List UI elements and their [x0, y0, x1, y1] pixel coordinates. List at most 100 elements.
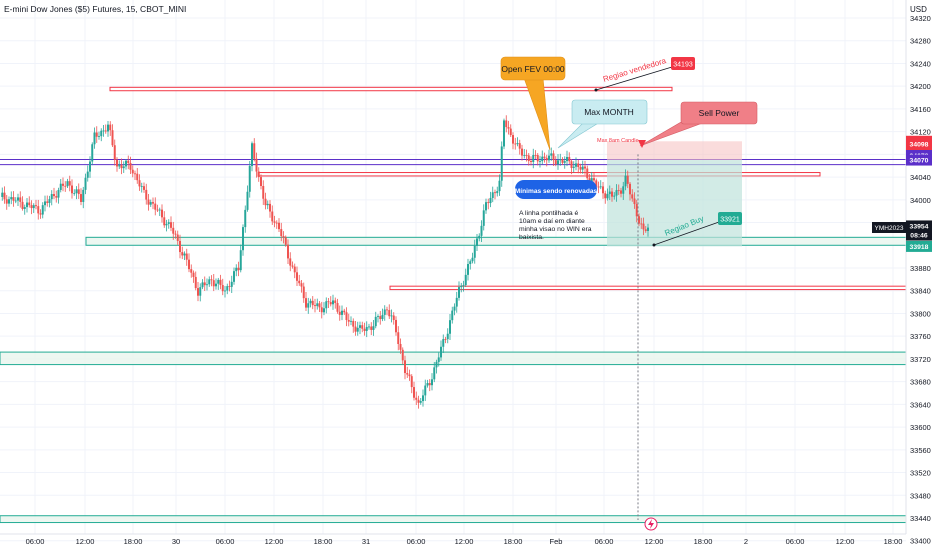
candlestick-series: [1, 115, 649, 409]
candle-body: [449, 320, 451, 334]
x-tick-label: Feb: [550, 537, 563, 546]
candle-body: [642, 223, 645, 230]
candle-body: [59, 183, 62, 190]
candle-body: [478, 235, 481, 239]
candle-body: [588, 178, 591, 182]
svg-text:YMH2023: YMH2023: [875, 225, 904, 232]
candle-body: [282, 236, 285, 238]
candle-body: [428, 383, 431, 386]
x-tick-label: 12:00: [645, 537, 664, 546]
candle-body: [372, 326, 375, 330]
candle-body: [26, 202, 28, 208]
candle-body: [289, 258, 292, 266]
candle-body: [442, 339, 445, 347]
candle-body: [107, 124, 109, 132]
level-zone: [0, 351, 907, 366]
y-tick-label: 34040: [910, 173, 931, 182]
price-badge: [906, 240, 932, 252]
candle-body: [10, 197, 13, 200]
candle-body: [399, 343, 402, 350]
candle-body: [590, 178, 593, 182]
candle-body: [514, 143, 517, 145]
candle-body: [491, 192, 494, 198]
candle-body: [192, 272, 195, 277]
candle-body: [473, 245, 476, 258]
level-zone: [109, 86, 673, 92]
candle-body: [28, 202, 31, 206]
candle-body: [104, 130, 107, 132]
candle-body: [532, 155, 535, 163]
candle-body: [361, 325, 364, 329]
candle-body: [543, 156, 546, 158]
max-month-callout: Max MONTH: [557, 99, 648, 149]
regiao-buy-price: 33921: [720, 217, 740, 224]
price-badge: [906, 138, 932, 150]
time-axis[interactable]: 06:00 12:00 18:00 30 06:00 12:00 18:00 31 06:00 1…: [0, 533, 906, 546]
price-badge-label: 33954: [910, 224, 929, 231]
candle-body: [165, 223, 168, 226]
candle-body: [208, 279, 211, 285]
candle-body: [172, 227, 175, 234]
candle-body: [440, 346, 442, 358]
candle-body: [377, 316, 379, 317]
candle-body: [75, 189, 78, 194]
candle-body: [203, 282, 206, 286]
candle-body: [179, 240, 181, 253]
y-tick-label: 33400: [910, 537, 931, 546]
candle-body: [145, 189, 148, 200]
candle-body: [235, 267, 238, 272]
candle-body: [615, 190, 618, 196]
candle-body: [437, 357, 440, 362]
candle-body: [550, 153, 553, 156]
candle-body: [485, 202, 487, 211]
y-tick-label: 34240: [910, 59, 931, 68]
candle-body: [86, 171, 89, 178]
candle-body: [325, 301, 328, 309]
y-tick-label: 34280: [910, 37, 931, 46]
candle-body: [201, 282, 204, 288]
candle-body: [257, 171, 260, 178]
candle-body: [462, 285, 465, 286]
candle-body: [183, 253, 186, 256]
candle-body: [264, 198, 267, 206]
x-tick-label: 12:00: [265, 537, 284, 546]
candle-body: [71, 185, 73, 194]
x-tick-label: 31: [362, 537, 370, 546]
candle-body: [127, 160, 130, 163]
candle-body: [453, 306, 456, 311]
candle-body: [329, 302, 332, 305]
candle-body: [255, 158, 258, 172]
price-axis[interactable]: USD 343203428034240342003416034120340803…: [905, 0, 931, 546]
candle-body: [91, 144, 94, 162]
candle-body: [496, 191, 499, 194]
candle-body: [300, 283, 303, 287]
candle-body: [624, 175, 627, 187]
candle-body: [503, 120, 505, 147]
candle-body: [12, 197, 15, 201]
short-position-tool[interactable]: [607, 141, 742, 247]
candle-body: [156, 209, 159, 211]
y-tick-label: 33600: [910, 423, 931, 432]
candle-body: [374, 316, 377, 327]
candle-body: [633, 198, 636, 205]
candle-body: [48, 199, 51, 203]
candle-body: [32, 205, 35, 209]
lightning-icon[interactable]: [644, 517, 658, 531]
candle-body: [266, 203, 269, 206]
candle-body: [507, 127, 510, 129]
candle-body: [356, 327, 359, 332]
candle-body: [190, 269, 193, 273]
x-tick-label: 06:00: [595, 537, 614, 546]
candle-body: [350, 320, 352, 322]
candle-body: [73, 193, 76, 194]
candle-body: [480, 225, 483, 236]
candle-body: [415, 397, 418, 400]
candle-body: [116, 159, 118, 167]
candle-body: [597, 186, 600, 188]
open-fev-label: Open FEV 00:00: [501, 64, 565, 74]
candle-body: [176, 234, 179, 241]
candle-body: [327, 301, 330, 303]
candle-body: [197, 288, 199, 296]
candle-body: [181, 252, 184, 256]
